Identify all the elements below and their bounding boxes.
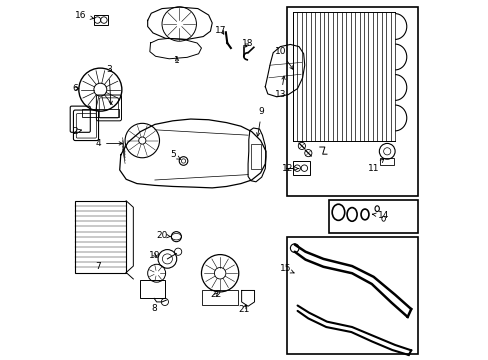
Text: 8: 8	[151, 304, 157, 313]
Bar	[75, 201, 126, 273]
Text: 5: 5	[169, 150, 181, 159]
Text: 7: 7	[95, 262, 101, 271]
Text: 22: 22	[210, 290, 221, 299]
Text: 12: 12	[281, 164, 298, 173]
Bar	[94, 15, 107, 25]
Bar	[81, 109, 119, 117]
Text: 18: 18	[242, 39, 253, 48]
Text: 3: 3	[106, 65, 112, 104]
Text: 15: 15	[279, 265, 293, 274]
Bar	[202, 291, 238, 305]
Text: 16: 16	[75, 11, 94, 20]
Bar	[292, 161, 309, 175]
Bar	[379, 158, 394, 165]
Bar	[286, 237, 418, 354]
Text: 6: 6	[72, 84, 79, 93]
Text: 9: 9	[256, 107, 264, 136]
Text: 13: 13	[275, 76, 286, 99]
Bar	[250, 144, 261, 168]
Bar	[140, 280, 164, 298]
Text: 19: 19	[149, 251, 160, 260]
Bar	[286, 7, 418, 196]
Text: 2: 2	[72, 127, 81, 136]
Text: 21: 21	[238, 305, 249, 314]
Text: 20: 20	[156, 231, 170, 240]
Text: 17: 17	[215, 26, 226, 35]
Text: 4: 4	[95, 139, 122, 148]
Text: 1: 1	[174, 57, 180, 66]
Text: 11: 11	[367, 159, 383, 173]
Text: 10: 10	[274, 47, 293, 69]
Text: 14: 14	[371, 211, 388, 220]
Bar	[328, 200, 418, 233]
